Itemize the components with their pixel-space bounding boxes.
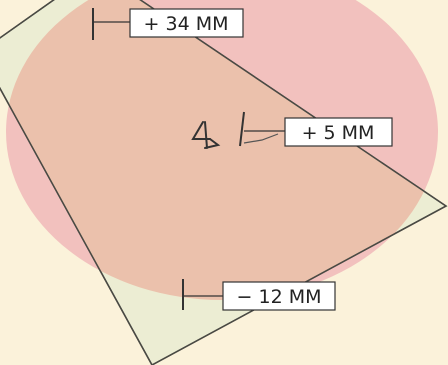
callout-bottom: − 12 MM [182,279,336,311]
tick-mark-center [239,111,245,147]
pencil-stroke [243,133,279,144]
callout-top: + 34 MM [92,8,244,40]
label-box-top [129,8,244,38]
label-box-bottom [222,281,336,311]
label-center: + 5 MM [302,122,375,144]
label-top: + 34 MM [144,13,229,35]
label-box-center [284,117,393,147]
callout-center: + 5 MM [239,111,393,147]
center-target-icon [191,121,221,149]
label-bottom: − 12 MM [237,286,322,308]
